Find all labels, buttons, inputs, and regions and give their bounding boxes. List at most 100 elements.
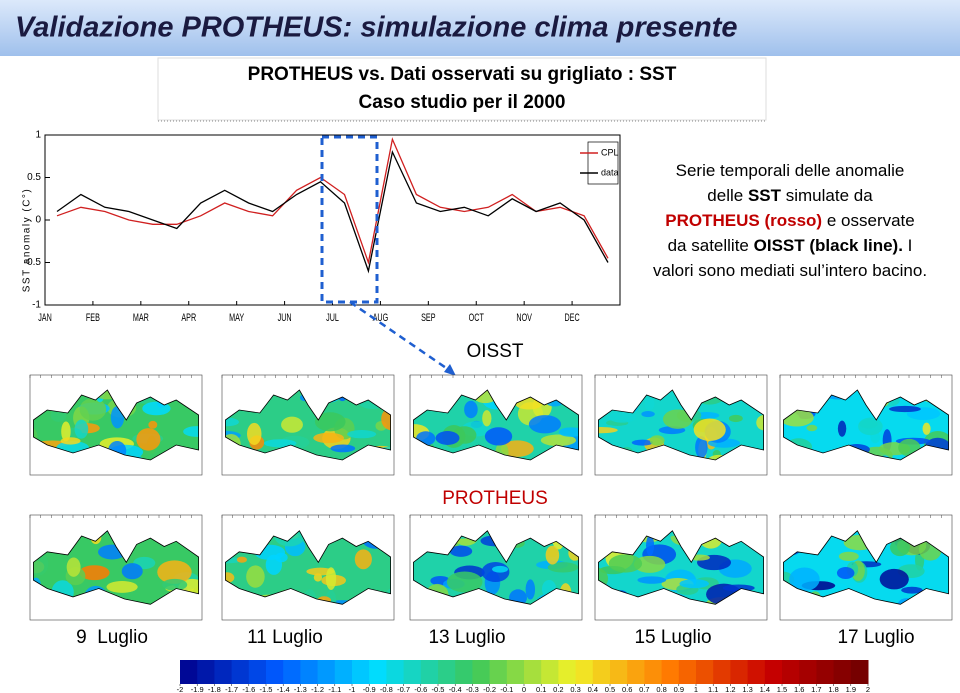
colorbar-cell [214, 660, 233, 684]
date-label: 17 Luglio [837, 627, 914, 648]
description-run: anomalie [835, 161, 904, 180]
sst-map [29, 514, 203, 621]
sea-blob [608, 411, 637, 423]
sea-blob [558, 427, 579, 437]
y-tick-label: -1 [32, 300, 41, 311]
sea-blob [313, 432, 345, 444]
sst-map [409, 514, 583, 621]
colorbar-label: -1.1 [328, 685, 341, 693]
sea-blob [492, 565, 509, 573]
colorbar-cell [575, 660, 594, 684]
colorbar-label: -0.2 [483, 685, 496, 693]
colorbar-label: -1.8 [208, 685, 221, 693]
sea-blob [528, 415, 562, 434]
sea-blob [540, 434, 577, 447]
sea-blob [142, 401, 171, 416]
description-line: valori sono mediati sul’intero bacino. [653, 261, 927, 280]
colorbar-cell [627, 660, 645, 684]
description-run: simulate [786, 186, 849, 205]
colorbar-cell [592, 660, 611, 684]
x-tick-label: JUL [326, 311, 339, 323]
x-tick-label: SEP [421, 311, 435, 323]
highlight-box [320, 135, 379, 304]
sea-blob [879, 568, 909, 590]
colorbar-cell [833, 660, 852, 684]
description-line: delle SST simulate da [707, 186, 873, 205]
sea-blob [314, 412, 346, 432]
legend-box [587, 141, 619, 185]
sea-blob [500, 440, 534, 457]
colorbar: -2 -1.9 -1.8 -1.7 -1.6 -1.5 -1.4 -1.3 -1.2 -1.1 -1… [177, 660, 870, 693]
sea-blob [631, 439, 653, 446]
sea-blob [183, 426, 199, 437]
sea-blob [901, 586, 923, 594]
sst-map [221, 374, 395, 476]
x-tick-label: JUN [278, 311, 292, 323]
colorbar-label: -0.4 [449, 685, 462, 693]
coastline [412, 389, 579, 461]
sea-blob [347, 430, 377, 439]
colorbar-cell [300, 660, 319, 684]
sea-blob [61, 421, 71, 442]
sea-blob [637, 576, 667, 584]
colorbar-cell [352, 660, 370, 684]
sea-blob [33, 552, 49, 576]
sea-blob [325, 590, 337, 605]
description-run: line). [863, 236, 903, 255]
x-tick-label: OCT [469, 311, 484, 323]
colorbar-label: 1.7 [811, 685, 821, 693]
sea-blob [838, 551, 859, 562]
colorbar-cell [816, 660, 835, 684]
colorbar-cell [248, 660, 267, 684]
colorbar-label: 1.5 [777, 685, 787, 693]
chart: -1 -0.5 0 0.5 1 JAN FEB MAR APR MAY JUN JUL AUG SEP OC… [24, 130, 621, 323]
colorbar-cell [266, 660, 284, 684]
colorbar-label: 1.8 [828, 685, 838, 693]
colorbar-cell [403, 660, 422, 684]
colorbar-label: 1.9 [846, 685, 856, 693]
sea-blob [608, 554, 643, 573]
highlight-arrow [349, 300, 453, 374]
row-label: PROTHEUS [442, 488, 548, 509]
colorbar-cell [730, 660, 749, 684]
colorbar-label: 0.4 [588, 685, 598, 693]
colorbar-cell [197, 660, 215, 684]
colorbar-cell [455, 660, 473, 684]
y-tick-label: 0 [35, 215, 41, 226]
colorbar-cell [283, 660, 301, 684]
colorbar-cell [644, 660, 663, 684]
colorbar-label: 0 [522, 685, 526, 693]
sst-map [29, 374, 203, 476]
sea-blob [162, 578, 188, 591]
subtitle: Caso studio per il 2000 [359, 92, 566, 113]
colorbar-cell [489, 660, 508, 684]
colorbar-label: 0.8 [656, 685, 666, 693]
sea-blob [695, 436, 708, 459]
sea-blob [263, 439, 297, 448]
sea-blob [858, 417, 883, 436]
colorbar-label: 0.2 [553, 685, 563, 693]
description-run: satellite [691, 236, 749, 255]
date-label: 9 Luglio [76, 627, 148, 648]
sea-blob [446, 571, 483, 593]
y-axis-label: SST anomaly (C°) [22, 188, 33, 293]
x-tick-label: AUG [373, 311, 389, 323]
coastline [783, 530, 949, 605]
description-run: da [668, 236, 687, 255]
sea-blob [482, 410, 492, 427]
x-tick-label: DEC [564, 311, 579, 323]
subtitle: PROTHEUS vs. Dati osservati su grigliato… [248, 64, 677, 85]
x-tick-label: FEB [86, 311, 100, 323]
sea-blob [325, 567, 337, 590]
description-run: valori [653, 261, 694, 280]
sea-blob [649, 435, 665, 446]
colorbar-label: -1.5 [260, 685, 273, 693]
colorbar-label: -1 [349, 685, 356, 693]
description-run: delle [795, 161, 831, 180]
sea-blob [679, 579, 710, 589]
coastline [33, 389, 200, 461]
colorbar-cell [438, 660, 456, 684]
sea-blob [728, 414, 743, 423]
sea-blob [74, 419, 89, 439]
